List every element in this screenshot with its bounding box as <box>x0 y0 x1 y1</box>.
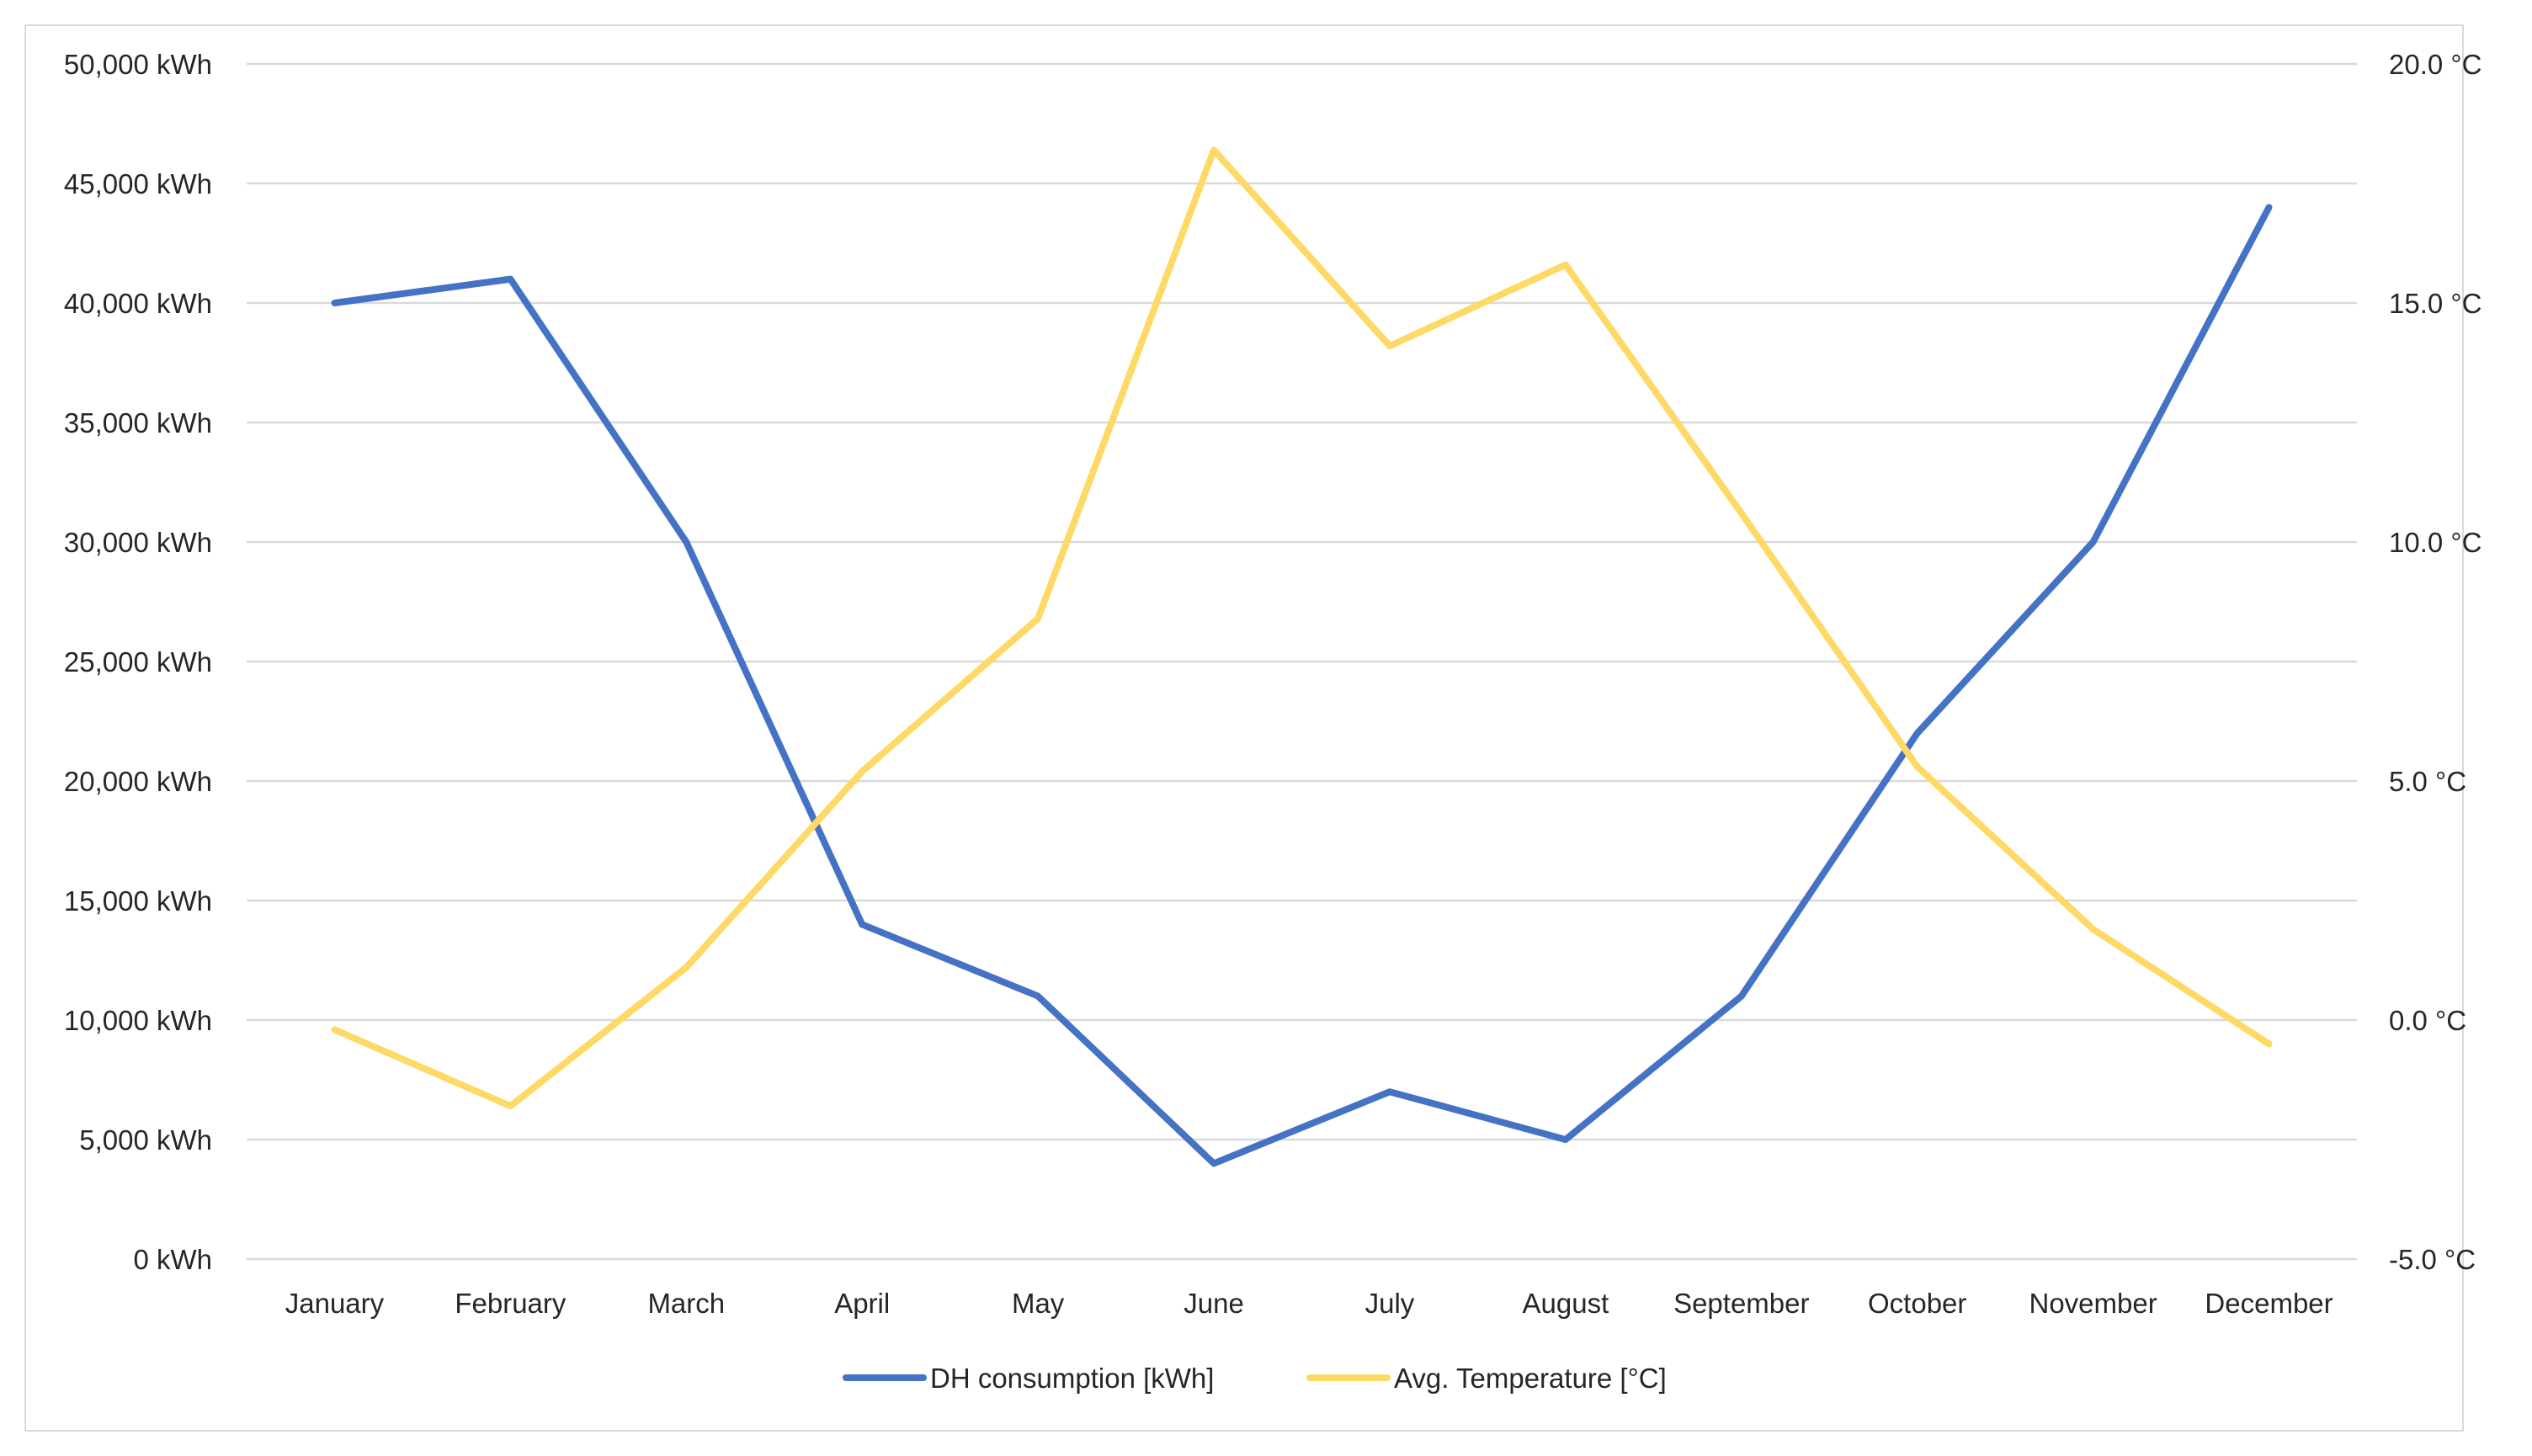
legend-label: Avg. Temperature [°C] <box>1394 1363 1667 1394</box>
right-axis-tick-label: 20.0 °C <box>2389 49 2481 80</box>
legend-label: DH consumption [kWh] <box>930 1363 1214 1394</box>
series-lines <box>331 146 2273 1167</box>
left-axis-tick-labels: 0 kWh 5,000 kWh 10,000 kWh 15,000 kWh 20,000… <box>64 49 212 1275</box>
left-axis-tick-label: 25,000 kWh <box>64 646 212 678</box>
x-axis-tick-label: September <box>1673 1288 1809 1319</box>
left-axis-tick-label: 5,000 kWh <box>79 1124 212 1156</box>
x-axis-tick-label: July <box>1365 1288 1415 1319</box>
gridlines <box>247 62 2357 1261</box>
chart-area <box>24 24 2464 1432</box>
left-axis-tick-label: 20,000 kWh <box>64 766 212 797</box>
x-axis-tick-label: October <box>1868 1288 1966 1319</box>
right-axis-tick-label: 10.0 °C <box>2389 527 2481 558</box>
series-line-2 <box>331 146 2273 1110</box>
left-axis-tick-label: 30,000 kWh <box>64 527 212 558</box>
right-axis-tick-label: -5.0 °C <box>2389 1244 2476 1275</box>
left-axis-tick-label: 0 kWh <box>133 1244 212 1275</box>
x-axis-tick-label: March <box>647 1288 725 1319</box>
x-axis-tick-label: June <box>1184 1288 1244 1319</box>
x-axis-tick-label: January <box>285 1288 385 1319</box>
x-axis-tick-label: November <box>2029 1288 2157 1319</box>
x-axis-tick-label: April <box>834 1288 890 1319</box>
left-axis-tick-label: 15,000 kWh <box>64 885 212 917</box>
left-axis-tick-label: 35,000 kWh <box>64 407 212 438</box>
right-axis-tick-labels: -5.0 °C 0.0 °C 5.0 °C 10.0 °C 15.0 °C 20.0 °C <box>2389 49 2481 1275</box>
x-axis-tick-labels: January February March April May June July Augu… <box>285 1288 2333 1319</box>
series-line-1 <box>331 204 2273 1167</box>
legend: DH consumption [kWh] Avg. Temperature [°C… <box>843 1363 1667 1394</box>
left-axis-tick-label: 40,000 kWh <box>64 288 212 319</box>
left-axis-tick-label: 10,000 kWh <box>64 1005 212 1036</box>
x-axis-tick-label: August <box>1523 1288 1609 1319</box>
right-axis-tick-label: 5.0 °C <box>2389 766 2466 797</box>
x-axis-tick-label: February <box>455 1288 567 1319</box>
x-axis-tick-label: May <box>1012 1288 1065 1319</box>
right-axis-tick-label: 15.0 °C <box>2389 288 2481 319</box>
right-axis-tick-label: 0.0 °C <box>2389 1005 2466 1036</box>
x-axis-tick-label: December <box>2205 1288 2333 1319</box>
left-axis-tick-label: 50,000 kWh <box>64 49 212 80</box>
left-axis-tick-label: 45,000 kWh <box>64 168 212 199</box>
